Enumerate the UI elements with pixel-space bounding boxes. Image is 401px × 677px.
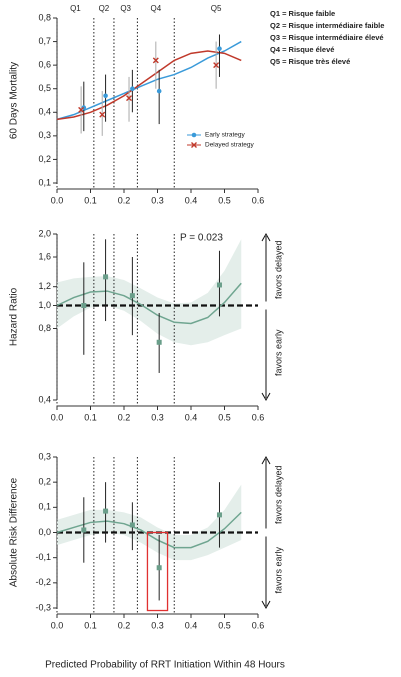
point: [216, 512, 222, 518]
favors-label: favors early: [273, 546, 283, 593]
y-axis-label: Hazard Ratio: [9, 287, 20, 346]
point: [156, 88, 162, 94]
x-axis-label: Predicted Probability of RRT Initiation …: [45, 660, 285, 671]
confidence-band: [57, 239, 242, 346]
y-tick-label: 1,6: [38, 251, 51, 261]
x-tick-label: 0.1: [84, 195, 97, 205]
y-axis-label: Absolute Risk Difference: [9, 477, 20, 587]
point: [103, 508, 109, 514]
point: [152, 57, 159, 64]
y-tick-label: 0,7: [38, 36, 51, 46]
point: [103, 93, 108, 99]
y-tick-label: 0,6: [38, 60, 51, 70]
y-tick-label: -0,1: [35, 552, 51, 562]
legend-label: Delayed strategy: [205, 142, 255, 149]
risk-legend-item: Q1 = Risque faible: [270, 9, 335, 18]
y-tick-label: 0,1: [38, 502, 51, 512]
y-tick-label: 0,4: [38, 107, 51, 117]
x-tick-label: 0.1: [84, 620, 97, 630]
x-tick-label: 0.3: [151, 620, 164, 630]
x-tick-label: 0.3: [151, 412, 164, 422]
favors-label: favors delayed: [273, 240, 283, 299]
x-tick-label: 0.2: [118, 620, 131, 630]
y-tick-label: 0,1: [38, 177, 51, 187]
x-tick-label: 0.0: [51, 412, 64, 422]
y-tick-label: 0,5: [38, 83, 51, 93]
point: [103, 274, 109, 280]
x-tick-label: 0.4: [185, 620, 198, 630]
x-tick-label: 0.3: [151, 195, 164, 205]
legend-label: Early strategy: [205, 132, 245, 139]
x-tick-label: 0.4: [185, 412, 198, 422]
point: [99, 111, 106, 118]
y-tick-label: 0,2: [38, 477, 51, 487]
point: [216, 282, 222, 288]
point: [81, 302, 87, 308]
y-axis-label: 60 Days Mortality: [9, 62, 20, 139]
x-tick-label: 0.4: [185, 195, 198, 205]
risk-legend-item: Q4 = Risque élevé: [270, 45, 334, 54]
y-tick-label: 2,0: [38, 228, 51, 238]
point: [191, 142, 197, 148]
y-tick-label: 1,0: [38, 300, 51, 310]
risk-legend-item: Q3 = Risque intermédiaire élevé: [270, 33, 384, 42]
confidence-band: [57, 484, 242, 561]
fit-curve: [56, 50, 242, 121]
favors-label: favors delayed: [273, 465, 283, 524]
fit-curve: [56, 282, 242, 325]
arrow-head: [261, 455, 271, 465]
y-tick-label: 0,3: [38, 451, 51, 461]
x-tick-label: 0.6: [252, 412, 265, 422]
y-tick-label: 0,8: [38, 12, 51, 22]
y-tick-label: 1,2: [38, 281, 51, 291]
risk-legend-item: Q5 = Risque très élevé: [270, 57, 350, 66]
arrow-head: [261, 392, 271, 402]
x-tick-label: 0.2: [118, 412, 131, 422]
point: [126, 95, 133, 102]
y-tick-label: -0,2: [35, 577, 51, 587]
point: [78, 106, 85, 113]
point: [191, 132, 197, 138]
x-tick-label: 0.5: [218, 620, 231, 630]
x-tick-label: 0.2: [118, 195, 131, 205]
arrow-head: [261, 600, 271, 610]
quintile-label: Q2: [99, 4, 110, 13]
point: [217, 46, 222, 51]
point: [129, 293, 135, 299]
quintile-label: Q3: [120, 4, 131, 13]
x-tick-label: 0.5: [218, 412, 231, 422]
p-value: P = 0.023: [180, 233, 223, 244]
y-tick-label: 0,4: [38, 394, 51, 404]
x-tick-label: 0.6: [252, 195, 265, 205]
x-tick-label: 0.0: [51, 620, 64, 630]
risk-legend-item: Q2 = Risque intermédiaire faible: [270, 21, 384, 30]
quintile-label: Q4: [150, 4, 161, 13]
point: [156, 565, 162, 571]
x-tick-label: 0.1: [84, 412, 97, 422]
arrow-head: [261, 232, 271, 242]
point: [213, 62, 220, 69]
x-tick-label: 0.0: [51, 195, 64, 205]
x-tick-label: 0.5: [218, 195, 231, 205]
x-tick-label: 0.6: [252, 620, 265, 630]
quintile-label: Q5: [211, 4, 222, 13]
fit-curve: [56, 40, 242, 121]
fit-curve: [56, 511, 242, 549]
y-tick-label: 0,2: [38, 154, 51, 164]
point: [129, 522, 135, 528]
quintile-label: Q1: [70, 4, 81, 13]
y-tick-label: 0,8: [38, 323, 51, 333]
favors-label: favors early: [273, 329, 283, 376]
highlight-box: [146, 531, 169, 612]
y-tick-label: -0,3: [35, 602, 51, 612]
point: [156, 339, 162, 345]
point: [130, 86, 135, 92]
y-tick-label: 0,3: [38, 130, 51, 140]
y-tick-label: 0,0: [38, 527, 51, 537]
point: [81, 527, 87, 533]
